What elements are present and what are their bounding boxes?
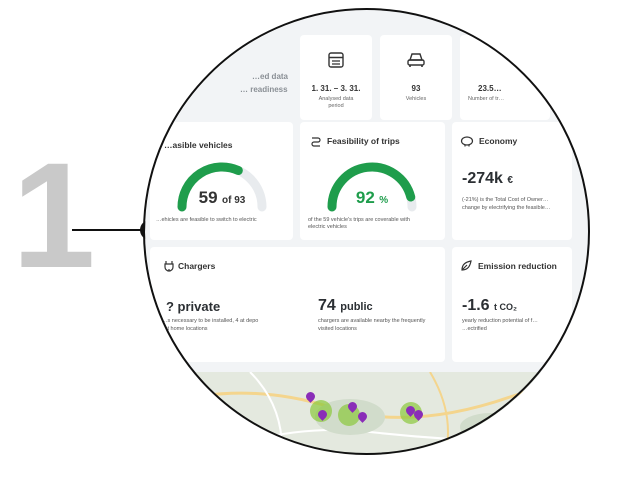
leaf-icon <box>461 260 472 271</box>
feasibility-trips-gauge-fill <box>327 162 416 212</box>
chargers-private-value: ? private <box>166 299 221 314</box>
route-icon <box>311 137 321 147</box>
feasible-vehicles-title: …asible vehicles <box>164 140 233 150</box>
chargers-private-desc-2: …t home locations <box>162 326 208 332</box>
economy-unit: € <box>507 175 513 186</box>
calendar-icon <box>328 52 344 68</box>
economy-title: Economy <box>479 136 518 146</box>
economy-number: -274k <box>462 170 503 187</box>
vehicles-label: Vehicles <box>405 96 427 102</box>
economy-desc-2: change by electrifying the feasible… <box>462 205 551 211</box>
feasibility-trips-desc-2: electric vehicles <box>308 224 347 230</box>
charger-map[interactable] <box>145 372 590 455</box>
chargers-private-desc-1: …s necessary to be installed, 4 at depo <box>162 318 259 324</box>
trips-label: Number of tr… <box>468 96 505 102</box>
callout-line <box>72 229 150 231</box>
stat-card-trips: 23.5… Number of tr… <box>460 35 550 120</box>
economy-value: -274k € <box>462 170 513 188</box>
magnifier-lens: …ed data … readiness 1. 31. – 3. 31. Ana… <box>145 10 590 455</box>
chargers-public-number: 74 <box>318 297 336 314</box>
economy-card: Economy -274k € (-21%) is the Total Cost… <box>452 122 572 240</box>
stat-card-period: 1. 31. – 3. 31. Analysed data period <box>300 35 372 120</box>
step-number: 1 <box>12 131 95 299</box>
feasible-vehicles-card: …asible vehicles 59 of 93 …ehicles are f… <box>150 122 293 240</box>
period-label-1: Analysed data <box>318 96 354 102</box>
chargers-public-desc-2: visited locations <box>318 326 357 332</box>
emission-desc-2: …ectrified <box>462 326 487 332</box>
feasible-vehicles-gauge-fill <box>177 162 243 212</box>
feasible-vehicles-desc: …ehicles are feasible to switch to elect… <box>156 217 257 223</box>
feasibility-trips-number: 92 <box>355 188 375 207</box>
period-value: 1. 31. – 3. 31. <box>311 84 361 93</box>
chargers-card: Chargers ? private …s necessary to be in… <box>150 247 445 362</box>
feasibility-trips-value: 92 % <box>322 188 422 208</box>
piggy-bank-icon <box>460 136 474 147</box>
feasible-vehicles-value: 59 of 93 <box>172 188 272 208</box>
feasibility-trips-gauge <box>327 162 417 212</box>
car-icon <box>407 53 425 67</box>
plug-icon <box>164 261 174 272</box>
stat-card-vehicles: 93 Vehicles <box>380 35 452 120</box>
emission-value: -1.6 t CO₂ <box>462 297 517 315</box>
trips-value: 23.5… <box>478 84 502 93</box>
vehicles-value: 93 <box>411 84 421 93</box>
dashboard: …ed data … readiness 1. 31. – 3. 31. Ana… <box>145 10 590 455</box>
chargers-title: Chargers <box>178 261 216 271</box>
emission-unit: t CO₂ <box>494 302 518 312</box>
feasibility-trips-desc-1: of the 59 vehicle's trips are coverable … <box>308 217 410 223</box>
feasibility-trips-unit: % <box>379 195 389 206</box>
chargers-public-label: public <box>340 301 373 313</box>
chargers-public-value: 74 public <box>318 297 373 315</box>
economy-desc-1: (-21%) is the Total Cost of Owner… <box>462 197 549 203</box>
chargers-public-desc-1: chargers are available nearby the freque… <box>318 318 426 324</box>
feasibility-trips-title: Feasibility of trips <box>327 136 400 146</box>
emission-title: Emission reduction <box>478 261 557 271</box>
feasibility-trips-card: Feasibility of trips 92 % of the 59 vehi… <box>300 122 445 240</box>
emission-card: Emission reduction -1.6 t CO₂ yearly red… <box>452 247 572 362</box>
emission-desc-1: yearly reduction potential of f… <box>462 318 538 324</box>
intro-line-2: … readiness <box>240 85 288 94</box>
emission-number: -1.6 <box>462 297 490 314</box>
feasible-vehicles-gauge <box>177 162 267 212</box>
intro-line-1: …ed data <box>252 72 289 81</box>
feasible-vehicles-number: 59 <box>198 188 218 207</box>
map-roads <box>145 372 590 455</box>
feasible-vehicles-of: of 93 <box>222 195 246 206</box>
period-label-2: period <box>328 103 344 109</box>
